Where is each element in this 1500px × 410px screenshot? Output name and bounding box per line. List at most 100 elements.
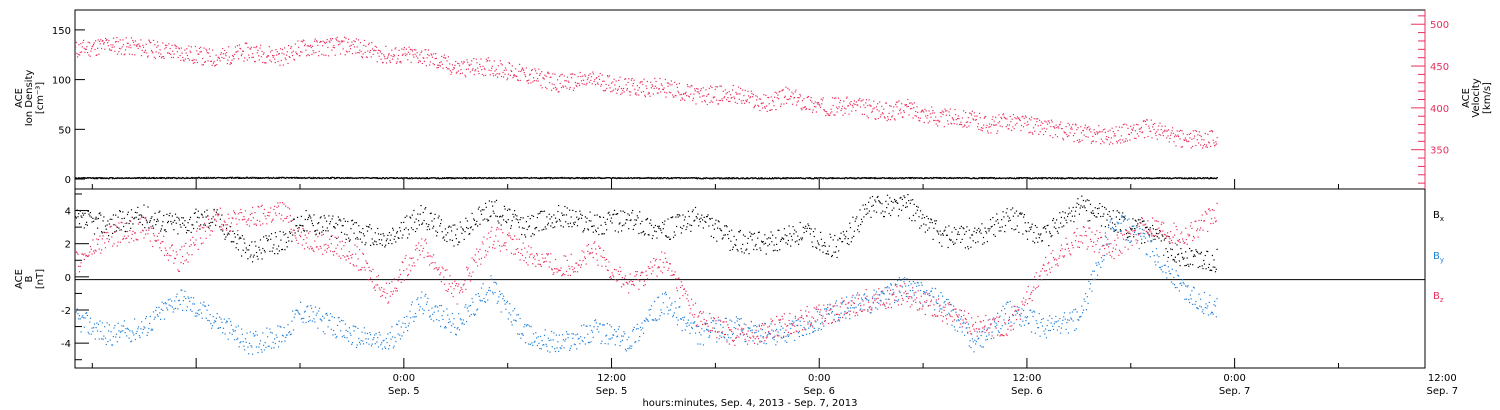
- series-point: [822, 251, 824, 253]
- series-point: [948, 111, 950, 113]
- series-point: [314, 230, 316, 232]
- series-point: [532, 233, 534, 235]
- series-point: [99, 40, 101, 42]
- series-point: [118, 227, 120, 229]
- series-point: [930, 219, 933, 221]
- series-point: [589, 177, 591, 179]
- series-point: [861, 221, 863, 223]
- series-point: [129, 177, 131, 179]
- series-point: [992, 177, 994, 179]
- series-point: [476, 220, 478, 222]
- series-point: [590, 178, 592, 180]
- series-point: [586, 78, 589, 81]
- series-point: [1194, 135, 1196, 137]
- series-point: [739, 178, 741, 180]
- series-point: [1210, 177, 1212, 179]
- series-point: [867, 177, 869, 179]
- series-point: [835, 246, 837, 248]
- series-point: [261, 258, 263, 260]
- series-point: [359, 42, 362, 44]
- series-point: [915, 110, 917, 113]
- series-point: [652, 93, 654, 95]
- series-point: [847, 105, 849, 107]
- series-point: [475, 69, 477, 71]
- series-point: [622, 210, 624, 212]
- series-point: [818, 177, 820, 179]
- series-point: [164, 48, 166, 50]
- series-point: [510, 227, 512, 229]
- series-point: [979, 117, 981, 119]
- series-point: [984, 116, 986, 118]
- series-point: [896, 201, 898, 204]
- series-point: [557, 210, 559, 213]
- series-point: [558, 91, 560, 93]
- series-point: [189, 216, 192, 218]
- series-point: [571, 226, 573, 228]
- series-point: [428, 55, 430, 57]
- series-point: [737, 177, 739, 179]
- series-point: [451, 239, 453, 241]
- series-point: [1157, 129, 1159, 131]
- series-point: [568, 177, 570, 179]
- series-point: [514, 214, 516, 216]
- series-point: [241, 255, 243, 257]
- series-point: [584, 216, 586, 218]
- series-point: [297, 177, 299, 179]
- series-point: [309, 45, 311, 47]
- series-point: [185, 52, 187, 54]
- series-point: [803, 177, 805, 179]
- series-point: [657, 225, 659, 227]
- series-point: [1100, 178, 1102, 180]
- series-point: [518, 177, 520, 179]
- series-point: [797, 97, 799, 99]
- series-point: [638, 232, 640, 235]
- series-point: [696, 178, 699, 180]
- series-point: [141, 215, 143, 217]
- series-point: [1170, 134, 1172, 136]
- series-point: [723, 234, 725, 236]
- series-point: [721, 238, 723, 240]
- series-point: [582, 178, 584, 180]
- series-point: [488, 177, 490, 179]
- series-point: [425, 65, 427, 67]
- series-point: [960, 178, 962, 180]
- series-point: [232, 54, 234, 57]
- series-point: [580, 217, 583, 219]
- series-point: [646, 80, 648, 83]
- series-point: [511, 65, 513, 67]
- series-point: [92, 217, 94, 219]
- series-point: [200, 224, 202, 226]
- series-point: [929, 120, 931, 122]
- series-point: [560, 86, 563, 89]
- series-point: [868, 210, 870, 212]
- series-point: [562, 85, 564, 87]
- series-point: [157, 220, 159, 222]
- series-point: [1013, 177, 1015, 180]
- series-point: [660, 178, 662, 180]
- series-point: [502, 214, 504, 217]
- series-point: [651, 84, 653, 86]
- series-point: [925, 224, 927, 226]
- series-point: [1201, 139, 1203, 141]
- series-point: [816, 247, 818, 249]
- series-point: [701, 101, 703, 103]
- series-point: [919, 177, 921, 179]
- series-point: [908, 177, 910, 179]
- series-point: [168, 215, 170, 217]
- series-point: [759, 247, 761, 249]
- series-point: [218, 57, 220, 60]
- series-point: [890, 200, 892, 202]
- series-point: [696, 217, 698, 219]
- series-point: [1048, 122, 1051, 124]
- series-point: [973, 177, 975, 179]
- series-point: [92, 177, 95, 180]
- series-point: [1116, 178, 1118, 180]
- series-point: [937, 125, 939, 127]
- series-point: [645, 85, 647, 87]
- series-point: [765, 94, 767, 96]
- series-point: [150, 217, 152, 219]
- series-point: [447, 232, 449, 234]
- series-point: [347, 38, 350, 40]
- series-point: [1029, 178, 1031, 180]
